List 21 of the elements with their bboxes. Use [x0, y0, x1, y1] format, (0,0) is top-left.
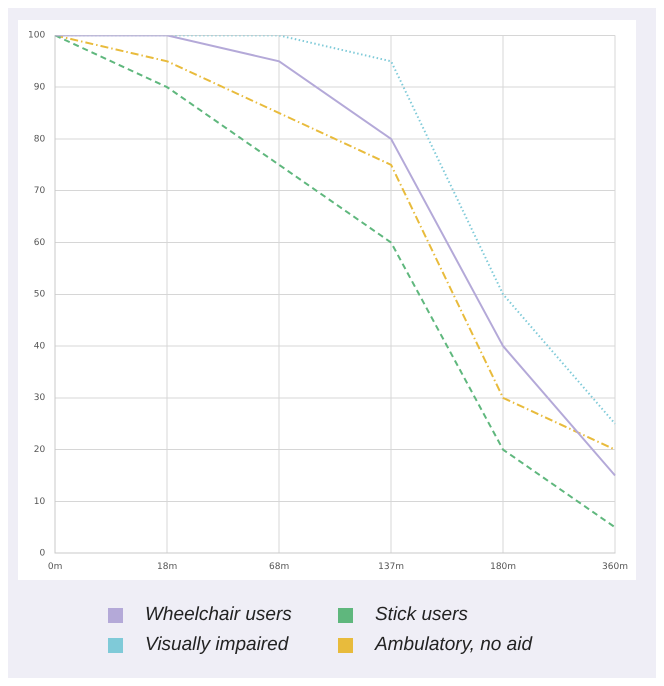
x-tick-label: 18m — [157, 562, 178, 572]
y-tick-label: 80 — [34, 134, 46, 144]
y-tick-label: 20 — [34, 444, 46, 455]
y-tick-label: 70 — [34, 186, 46, 196]
x-tick-label: 68m — [269, 562, 290, 572]
y-tick-label: 0 — [39, 548, 46, 559]
y-tick-label: 60 — [34, 238, 46, 248]
legend-label: Stick users — [375, 604, 468, 626]
x-tick-label: 180m — [490, 562, 516, 572]
legend-label: Ambulatory, no aid — [375, 634, 532, 656]
y-tick-label: 10 — [34, 496, 46, 507]
x-tick-label: 137m — [378, 562, 404, 572]
y-tick-label: 100 — [28, 30, 46, 41]
y-tick-label: 90 — [34, 82, 46, 93]
x-tick-label: 0m — [48, 562, 62, 572]
y-tick-label: 50 — [34, 290, 46, 300]
legend-label: Visually impaired — [145, 634, 288, 656]
y-tick-label: 30 — [34, 393, 46, 404]
legend-label: Wheelchair users — [145, 604, 292, 626]
x-tick-label: 360m — [602, 562, 628, 572]
y-tick-label: 40 — [34, 341, 46, 352]
